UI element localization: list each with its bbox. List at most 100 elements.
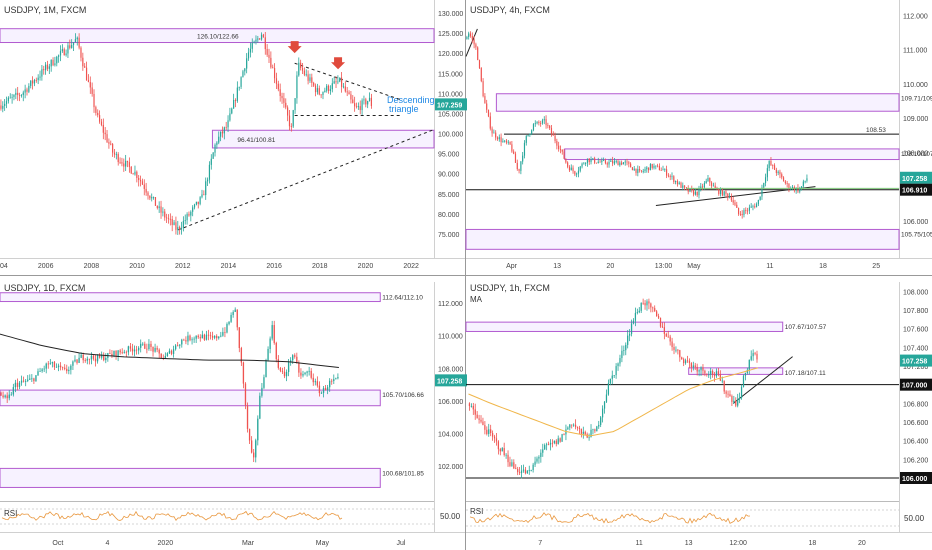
candle-body (106, 134, 108, 143)
candle-body (229, 113, 231, 121)
candle-body (192, 207, 194, 212)
candle-body (318, 88, 320, 95)
zone-label: 109.71/109.20 (901, 96, 932, 103)
x-tick-label: Oct (52, 540, 63, 547)
candle-body (141, 181, 144, 185)
candle-body (10, 394, 12, 396)
candle-body (656, 311, 658, 317)
candle-body (736, 204, 738, 208)
candle-body (576, 173, 578, 175)
x-tick-label: May (687, 263, 701, 270)
candle-body (607, 383, 610, 395)
candle-body (714, 185, 716, 189)
candle-body (779, 171, 781, 175)
candle-body (222, 332, 224, 336)
candle-body (687, 188, 689, 192)
candle-body (601, 160, 603, 163)
candle-body (671, 176, 673, 178)
candle-body (316, 381, 319, 386)
candle-body (595, 162, 598, 164)
candle-body (69, 45, 71, 48)
candle-body (123, 163, 125, 167)
candle-body (15, 92, 17, 95)
candle-body (688, 360, 691, 364)
candle-body (549, 125, 551, 129)
candle-body (318, 385, 321, 394)
candle-body (281, 95, 283, 99)
candle-body (655, 165, 657, 167)
candle-body (642, 171, 644, 172)
candle-body (272, 67, 274, 69)
candle-body (162, 211, 164, 213)
candle-body (76, 359, 78, 363)
candle-body (111, 353, 113, 356)
candle-body (95, 107, 97, 113)
candle-body (518, 169, 520, 171)
arrow-down-marker (331, 57, 346, 70)
candle-body (48, 66, 50, 69)
candle-body (63, 49, 65, 56)
candle-body (223, 127, 225, 134)
candle-body (675, 349, 677, 351)
candle-body (693, 190, 695, 195)
candle-body (773, 165, 776, 170)
candle-body (546, 444, 548, 446)
candle-body (242, 362, 245, 384)
candle-body (721, 380, 723, 382)
candle-body (711, 371, 714, 375)
candle-body (231, 108, 233, 114)
candle-body (594, 158, 596, 163)
candle-body (300, 372, 302, 376)
candle-body (466, 36, 468, 40)
candle-body (764, 177, 767, 183)
candle-body (559, 438, 561, 442)
candle-body (292, 110, 294, 127)
candle-body (756, 353, 758, 360)
candle-body (469, 33, 472, 36)
candle-body (89, 82, 91, 88)
price-badge-text: 107.258 (902, 359, 927, 366)
candle-body (788, 183, 790, 189)
candle-body (696, 191, 698, 196)
candle-body (572, 167, 574, 172)
candle-body (314, 381, 316, 383)
candle-body (171, 219, 173, 225)
candle-body (557, 438, 559, 444)
candle-body (333, 379, 335, 382)
candle-body (719, 374, 721, 381)
candle-body (125, 351, 127, 353)
candle-body (84, 66, 86, 68)
y-tick-label: 106.200 (903, 457, 928, 464)
candle-body (648, 167, 650, 171)
candle-body (653, 165, 655, 168)
candle-body (211, 335, 214, 338)
candle-body (287, 107, 289, 116)
x-tick-label: 2004 (0, 263, 8, 270)
candle-body (207, 334, 210, 336)
candle-body (550, 128, 553, 134)
candle-body (140, 343, 142, 348)
candle-body (283, 371, 286, 377)
candle-body (698, 188, 700, 196)
candle-body (644, 303, 646, 306)
y-tick-label: 108.000 (438, 366, 463, 373)
candle-body (269, 338, 271, 349)
candle-body (694, 365, 696, 367)
y-tick-label: 106.400 (903, 439, 928, 446)
candle-body (669, 336, 671, 342)
candle-body (679, 350, 681, 358)
candle-body (522, 155, 524, 162)
candle-body (337, 81, 339, 83)
candle-body (507, 454, 509, 463)
y-tick-label: 107.200 (903, 364, 928, 371)
candle-body (752, 206, 754, 208)
candle-body (579, 166, 581, 171)
candle-body (626, 161, 628, 163)
candle-body (181, 339, 183, 345)
candle-body (757, 199, 759, 205)
candle-body (70, 365, 72, 370)
candle-body (592, 158, 594, 160)
candle-body (137, 347, 140, 351)
candle-body (57, 365, 60, 368)
candle-body (598, 424, 600, 427)
